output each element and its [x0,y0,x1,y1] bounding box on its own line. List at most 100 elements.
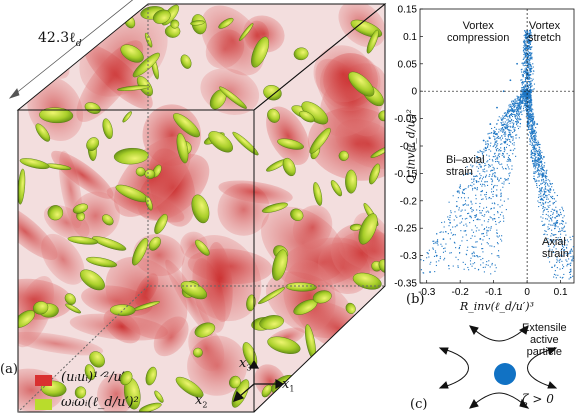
scatter-point [532,109,534,111]
scatter-point [541,163,543,165]
scatter-point [463,268,465,270]
scatter-point [551,186,553,188]
scatter-point [505,125,507,127]
scatter-point [495,223,497,225]
scatter-point [534,144,536,147]
scatter-point [529,122,531,124]
scatter-point [481,233,483,235]
scatter-point [535,127,537,129]
scatter-point [447,216,449,218]
scatter-point [495,132,497,134]
scatter-point [497,243,499,245]
y-tick-label: -0.2 [400,196,418,207]
scatter-point [528,41,530,43]
scatter-point [448,201,450,203]
scatter-point [524,43,526,45]
scatter-point [534,172,536,174]
scatter-point [510,133,512,135]
scatter-point [530,100,532,102]
scatter-point [548,206,550,208]
scatter-point [513,130,515,132]
scatter-point [529,124,531,126]
y-tick-label: 0.15 [398,5,418,16]
scatter-point [497,135,499,137]
scatter-point [551,233,553,235]
scatter-point [496,157,498,159]
scatter-point [504,141,506,143]
scatter-point [522,74,524,76]
scatter-point [546,218,548,220]
scatter-point [517,96,519,98]
scatter-point [484,227,486,230]
scatter-point [529,114,531,116]
vorticity-blob [377,361,385,372]
scatter-point [531,118,533,120]
scatter-point [530,34,532,36]
scatter-point [564,244,566,246]
x-tick-label: -0.2 [452,287,470,298]
scatter-point [506,127,508,129]
scatter-point [533,140,535,143]
scatter-point [528,91,530,93]
scatter-point [546,194,548,197]
scatter-point [521,102,523,104]
scatter-point [473,246,475,248]
scatter-point [532,116,534,118]
scatter-point [533,162,535,165]
scatter-point [561,247,563,250]
scatter-point [488,227,490,229]
scatter-point [530,46,532,48]
scatter-point [522,58,524,61]
scatter-point [562,241,564,243]
scatter-point [537,196,540,198]
scatter-point [523,88,525,90]
scatter-point [540,162,542,164]
particle-title: Extensile active particle [522,322,567,358]
scatter-point [544,175,546,178]
scatter-point [525,45,527,47]
scatter-point [482,159,485,161]
scatter-point [543,190,545,192]
scatter-point [542,213,544,216]
scatter-point [527,117,529,119]
scatter-point [491,188,493,190]
scatter-point [545,179,547,181]
scatter-point [492,160,494,162]
scatter-point [524,86,526,88]
scatter-point [493,246,495,248]
scatter-point [502,131,504,133]
scatter-point [501,130,503,132]
scatter-point [532,114,534,116]
scatter-point [550,214,552,217]
scatter-point [503,123,505,125]
scatter-point [527,107,530,109]
scatter-point [447,233,449,235]
scatter-point [484,171,486,173]
scatter-point [506,111,509,113]
vorticity-blob [366,29,379,54]
scatter-point [504,142,506,144]
scatter-point [530,48,532,51]
scatter-point [503,133,505,136]
scatter-point [433,255,436,257]
scatter-point [563,246,565,248]
scatter-point [561,243,563,245]
scatter-point [540,172,542,174]
scatter-point [476,255,479,257]
scatter-point [499,130,501,132]
scatter-point [532,124,534,126]
scatter-point [550,241,552,243]
scatter-point [525,77,527,79]
scatter-point [497,143,499,145]
scatter-point [468,185,470,187]
scatter-point [522,50,524,52]
scatter-point [540,199,542,201]
scatter-point [528,78,530,80]
velocity-blob [165,259,213,337]
velocity-blob [18,202,58,261]
scatter-point [537,168,539,170]
vorticity-blob [180,54,192,69]
vorticity-blob [272,249,288,281]
scatter-point [531,144,533,147]
